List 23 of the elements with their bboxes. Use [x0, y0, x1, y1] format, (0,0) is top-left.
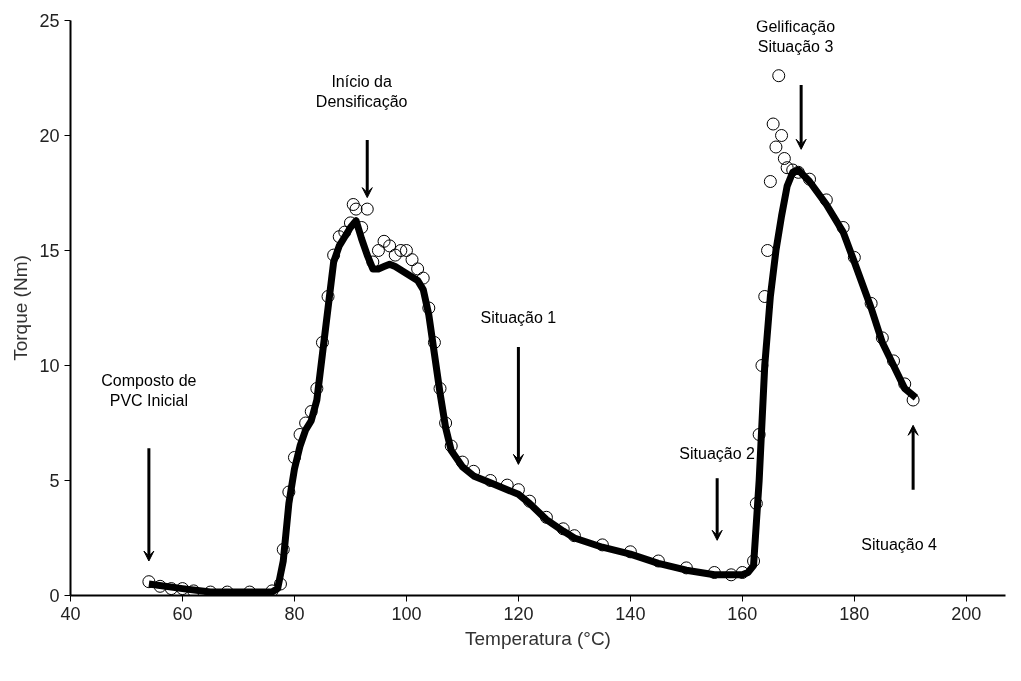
x-tick-label: 140 — [615, 603, 646, 624]
x-tick-label: 80 — [284, 603, 305, 624]
annotation: Situação 1 — [480, 309, 557, 327]
x-tick-label: 120 — [503, 603, 534, 624]
annotation: Início da Densificação — [315, 72, 408, 111]
x-axis-title: Temperatura (°C) — [465, 627, 611, 649]
x-tick-label: 160 — [727, 603, 758, 624]
y-tick-label: 25 — [39, 11, 60, 31]
y-tick-label: 0 — [49, 586, 60, 606]
annotation: Situação 2 — [679, 445, 756, 463]
y-tick-label: 5 — [49, 471, 60, 491]
y-tick-label: 10 — [39, 356, 60, 376]
annotation: Gelificação Situação 3 — [755, 17, 836, 55]
y-tick-label: 20 — [39, 126, 60, 146]
x-tick-label: 200 — [951, 603, 982, 624]
x-tick-label: 180 — [839, 603, 870, 624]
y-tick-label: 15 — [39, 241, 60, 261]
x-tick-label: 40 — [60, 603, 81, 624]
x-tick-label: 60 — [172, 603, 193, 624]
annotation: Composto de PVC Inicial — [101, 371, 197, 410]
x-tick-label: 100 — [391, 603, 422, 624]
annotation: Situação 4 — [861, 535, 938, 553]
y-axis-title: Torque (Nm) — [10, 255, 32, 361]
